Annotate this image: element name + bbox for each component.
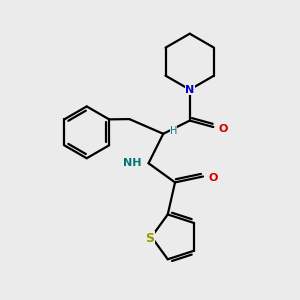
Text: N: N	[185, 85, 194, 94]
Text: S: S	[146, 232, 154, 245]
Text: H: H	[170, 126, 177, 136]
Text: O: O	[219, 124, 228, 134]
Text: NH: NH	[123, 158, 141, 168]
Text: O: O	[208, 173, 218, 183]
